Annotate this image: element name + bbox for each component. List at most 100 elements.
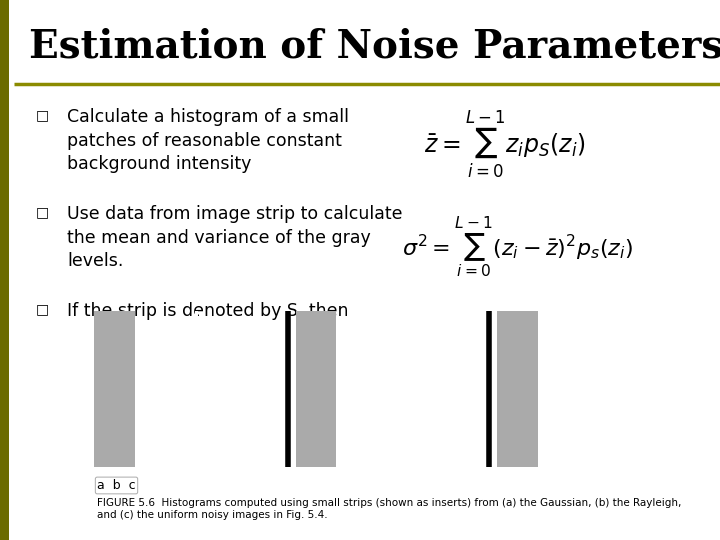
Bar	[621, 388, 624, 467]
Bar	[417, 396, 420, 467]
Bar	[672, 373, 675, 467]
Bar	[380, 310, 384, 467]
Bar	[401, 349, 405, 467]
Bar	[644, 390, 647, 467]
Bar	[675, 364, 678, 467]
Bar	[604, 323, 607, 467]
Bar	[166, 418, 170, 467]
Text: FIGURE 5.6  Histograms computed using small strips (shown as inserts) from (a) t: FIGURE 5.6 Histograms computed using sma…	[97, 498, 682, 520]
Bar	[567, 370, 570, 467]
Bar	[450, 454, 454, 467]
Bar	[446, 450, 449, 467]
Text: $\sigma^2 = \sum_{i=0}^{L-1} (z_i - \bar{z})^2 p_s(z_i)$: $\sigma^2 = \sum_{i=0}^{L-1} (z_i - \bar…	[402, 216, 634, 280]
Bar	[199, 312, 202, 467]
Bar	[556, 413, 558, 467]
Bar	[203, 320, 207, 467]
Bar	[541, 395, 544, 467]
Bar	[467, 463, 470, 467]
Bar	[154, 452, 158, 467]
Bar	[562, 379, 564, 467]
Bar	[573, 384, 575, 467]
Bar	[377, 310, 380, 467]
Bar	[607, 408, 610, 467]
Bar	[232, 438, 235, 467]
Bar	[664, 317, 667, 467]
Bar	[372, 314, 376, 467]
Bar	[564, 326, 567, 467]
Bar	[479, 465, 482, 467]
Bar	[658, 414, 661, 467]
Bar	[627, 374, 629, 467]
Bar	[624, 377, 626, 467]
Bar	[470, 464, 474, 467]
Bar	[142, 464, 145, 467]
Bar	[405, 361, 408, 467]
Bar	[389, 320, 392, 467]
Bar	[559, 346, 561, 467]
Bar	[170, 401, 174, 467]
Bar	[182, 343, 186, 467]
Bar	[584, 374, 587, 467]
Bar	[618, 322, 621, 467]
Bar	[670, 386, 672, 467]
Bar	[240, 455, 243, 467]
Text: □: □	[35, 205, 49, 219]
Bar	[647, 438, 649, 467]
Bar	[413, 385, 417, 467]
Text: $\bar{z} = \sum_{i=0}^{L-1} z_i p_S(z_i)$: $\bar{z} = \sum_{i=0}^{L-1} z_i p_S(z_i)…	[423, 108, 585, 180]
Bar	[570, 399, 572, 467]
Bar	[348, 414, 351, 467]
Bar	[553, 409, 555, 467]
Bar	[636, 366, 638, 467]
Bar	[616, 394, 618, 467]
Bar	[462, 461, 466, 467]
Bar	[211, 352, 215, 467]
Bar	[186, 327, 190, 467]
Bar	[575, 328, 578, 467]
Bar	[256, 466, 260, 467]
Bar	[630, 370, 632, 467]
Bar	[426, 417, 429, 467]
Bar	[235, 448, 239, 467]
Bar	[220, 391, 223, 467]
Bar	[458, 460, 462, 467]
Bar	[215, 371, 219, 467]
Bar	[429, 426, 433, 467]
Bar	[174, 382, 178, 467]
Bar	[613, 359, 615, 467]
Bar	[223, 409, 227, 467]
Bar	[368, 322, 372, 467]
Bar	[94, 310, 135, 467]
Bar	[295, 310, 336, 467]
Bar	[641, 377, 644, 467]
Bar	[590, 313, 593, 467]
Text: □: □	[35, 108, 49, 122]
Bar	[652, 396, 655, 467]
Bar	[550, 411, 552, 467]
Bar	[421, 407, 425, 467]
Text: If the strip is denoted by S, then: If the strip is denoted by S, then	[68, 302, 348, 320]
Bar	[364, 333, 368, 467]
Bar	[360, 349, 364, 467]
Bar	[384, 314, 388, 467]
Bar	[578, 369, 581, 467]
Bar	[454, 457, 458, 467]
Bar	[409, 373, 413, 467]
Bar	[438, 440, 441, 467]
Bar	[587, 361, 590, 467]
Bar	[179, 362, 182, 467]
Bar	[581, 399, 584, 467]
Bar	[601, 377, 604, 467]
Bar	[252, 464, 256, 467]
Bar	[681, 355, 683, 467]
Bar	[397, 338, 400, 467]
Bar	[441, 446, 446, 467]
Bar	[207, 334, 211, 467]
Bar	[661, 367, 664, 467]
Bar	[678, 343, 681, 467]
Text: Estimation of Noise Parameters: Estimation of Noise Parameters	[29, 27, 720, 65]
Bar	[544, 356, 547, 467]
Bar	[498, 310, 539, 467]
Bar	[138, 465, 141, 467]
Text: Use data from image strip to calculate
the mean and variance of the gray
levels.: Use data from image strip to calculate t…	[68, 205, 402, 271]
